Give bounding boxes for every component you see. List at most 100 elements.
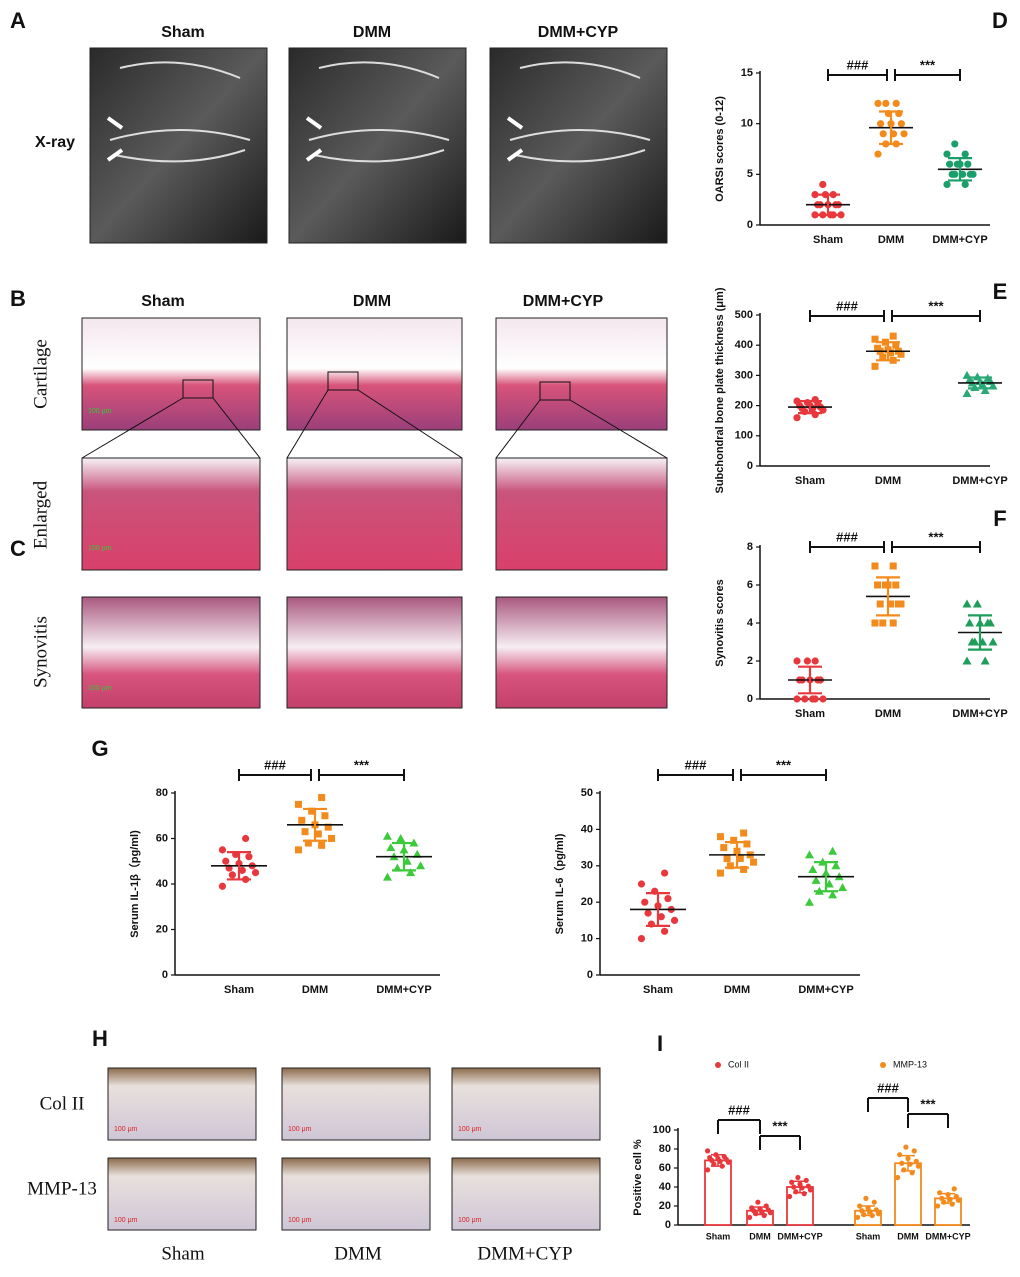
data-point [889, 332, 897, 340]
y-tick-label: 20 [581, 896, 593, 908]
ihc-image [451, 1157, 601, 1231]
y-axis-label: Serum IL-1β（pg/ml) [128, 830, 141, 938]
data-point [828, 846, 838, 855]
y-tick-label: 30 [581, 860, 593, 872]
data-point [382, 831, 392, 840]
data-point [251, 869, 260, 877]
column-header: DMM+CYP [523, 293, 604, 310]
y-tick-label: 20 [659, 1200, 671, 1212]
panel-label: E [993, 279, 1008, 304]
error-bar [798, 399, 822, 415]
y-tick-label: 80 [156, 787, 168, 799]
significance-label: *** [772, 1118, 788, 1133]
data-point [874, 344, 882, 352]
x-tick-label: DMM+CYP [952, 475, 1007, 487]
data-point [983, 618, 993, 627]
legend-label: Col II [728, 1059, 749, 1069]
panel-label: H [92, 1026, 108, 1051]
data-point [871, 619, 879, 627]
y-tick-label: 8 [747, 541, 753, 553]
data-point [900, 130, 908, 138]
data-point [242, 834, 250, 843]
data-point [967, 637, 977, 646]
y-tick-label: 0 [665, 1219, 671, 1231]
y-tick-label: 20 [156, 923, 168, 935]
data-point [879, 619, 887, 627]
error-bar [711, 1153, 725, 1167]
zoom-line [357, 389, 463, 459]
data-point [301, 828, 309, 836]
data-point [899, 1160, 905, 1166]
arrow [506, 116, 524, 162]
x-tick-label: Sham [813, 234, 843, 246]
legend-marker [715, 1062, 721, 1068]
error-bar [861, 1205, 875, 1217]
x-tick-label: Sham [795, 708, 825, 720]
x-tick-label: Sham [795, 475, 825, 487]
x-tick-label: DMM [724, 984, 750, 996]
y-tick-label: 0 [747, 693, 753, 705]
row-label: Cartilage [30, 339, 51, 409]
row-label: X-ray [35, 134, 75, 151]
data-point [871, 335, 879, 343]
y-tick-label: 200 [735, 400, 753, 412]
data-point [324, 823, 332, 831]
column-header: Sham [141, 293, 185, 310]
significance-label: ### [685, 757, 707, 772]
data-point [314, 830, 322, 838]
data-point [961, 180, 969, 189]
data-point [726, 862, 734, 870]
column-header: Sham [161, 24, 205, 41]
xray-image [288, 47, 467, 244]
data-point [980, 656, 990, 665]
error-bar [876, 576, 900, 617]
scale-bar-label: 100 μm [288, 1126, 312, 1133]
column-label: DMM [334, 1243, 382, 1264]
data-point [871, 362, 879, 370]
y-tick-label: 4 [747, 617, 754, 629]
error-bar [753, 1206, 767, 1216]
data-point [887, 600, 895, 608]
data-point [723, 855, 731, 863]
data-point [882, 99, 890, 107]
error-bar [646, 892, 670, 927]
arrow [305, 116, 323, 162]
y-tick-label: 0 [587, 969, 593, 981]
data-point [661, 869, 669, 877]
data-point [789, 1179, 795, 1185]
data-point [946, 160, 954, 168]
data-point [892, 581, 900, 589]
data-point [787, 1193, 793, 1200]
data-point [318, 841, 326, 849]
data-point [657, 913, 665, 921]
data-point [819, 695, 827, 703]
arrow [106, 116, 124, 162]
data-point [935, 1203, 941, 1209]
y-tick-label: 15 [741, 67, 753, 79]
data-point [740, 865, 748, 873]
data-point [897, 120, 906, 128]
error-bar [816, 193, 840, 216]
y-tick-label: 300 [735, 369, 753, 381]
data-point [730, 836, 738, 844]
data-point [871, 1199, 877, 1205]
data-point [881, 581, 889, 589]
bone-outline [308, 61, 450, 163]
data-point [406, 868, 416, 877]
data-point [948, 170, 956, 178]
data-point [705, 1148, 711, 1154]
data-point [795, 1174, 801, 1181]
y-tick-label: 0 [747, 219, 753, 231]
data-point [321, 812, 329, 820]
data-point [961, 150, 969, 158]
significance-label: *** [928, 298, 944, 313]
data-point [966, 170, 975, 178]
row-label: MMP-13 [27, 1178, 97, 1199]
data-point [791, 1184, 797, 1190]
data-point [740, 829, 748, 837]
significance-label: *** [928, 529, 944, 544]
data-point [382, 872, 392, 881]
x-tick-label: DMM [878, 234, 904, 246]
error-bar [879, 110, 903, 146]
zoom-line [495, 399, 541, 459]
